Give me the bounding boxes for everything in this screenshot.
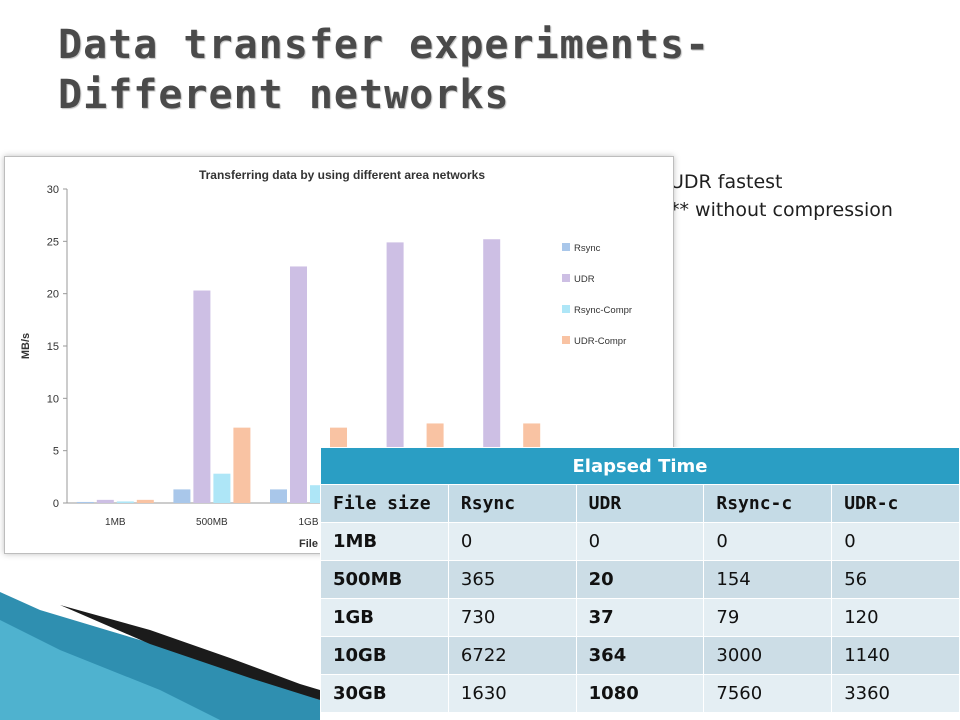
x-axis-label: File [299, 538, 318, 550]
decor-teal-wave-light [0, 620, 220, 720]
table-cell: 154 [703, 560, 833, 599]
table-cell: 365 [447, 560, 577, 599]
table-cell: 10GB [320, 636, 449, 675]
x-tick-label: 500MB [196, 517, 228, 528]
table-header-cell: UDR [575, 484, 705, 523]
chart-title: Transferring data by using different are… [199, 168, 485, 182]
legend-label: UDR [574, 274, 595, 285]
table-caption: Elapsed Time [320, 447, 960, 485]
y-tick-label: 15 [47, 341, 59, 353]
table-cell: 0 [447, 522, 577, 561]
table-header-row: File size Rsync UDR Rsync-c UDR-c [320, 484, 960, 523]
table-header-cell: UDR-c [831, 484, 960, 523]
table-cell: 7560 [703, 674, 833, 713]
slide-title: Data transfer experiments- Different net… [58, 20, 938, 120]
decor-dark-wave [60, 605, 320, 700]
bar [270, 489, 287, 503]
y-tick-label: 30 [47, 184, 59, 196]
bar [116, 501, 134, 503]
table-cell: 1GB [320, 598, 449, 637]
table-row: 30GB 1630 1080 7560 3360 [320, 674, 960, 713]
x-tick-label: 1GB [298, 517, 318, 528]
slide-title-line2: Different networks [58, 72, 510, 118]
table-cell: 1MB [320, 522, 449, 561]
legend-swatch [562, 305, 570, 313]
legend-swatch [562, 336, 570, 344]
y-tick-label: 25 [47, 236, 59, 248]
bar [290, 266, 307, 503]
bullet-item: UDR fastest [670, 171, 783, 193]
table-cell: 0 [831, 522, 960, 561]
bar [173, 489, 191, 503]
table-cell: 500MB [320, 560, 449, 599]
table-cell: 37 [575, 598, 705, 637]
table-cell: 0 [703, 522, 833, 561]
y-tick-label: 5 [53, 446, 59, 458]
table-cell: 0 [575, 522, 705, 561]
legend-label: Rsync-Compr [574, 305, 632, 316]
bar [193, 290, 211, 503]
table-header-cell: Rsync [447, 484, 577, 523]
table-cell: 1080 [575, 674, 705, 713]
table-cell: 20 [575, 560, 705, 599]
bar [483, 239, 501, 503]
table-cell: 1630 [447, 674, 577, 713]
table-cell: 364 [575, 636, 705, 675]
table-row: 1MB 0 0 0 0 [320, 522, 960, 561]
legend-swatch [562, 274, 570, 282]
y-tick-label: 20 [47, 289, 59, 301]
bar [213, 473, 231, 503]
table-cell: 1140 [831, 636, 960, 675]
legend-label: Rsync [574, 243, 601, 254]
bar [96, 499, 114, 503]
legend-label: UDR-Compr [574, 336, 626, 347]
bullet-item: ** without compression [670, 199, 893, 221]
bar [386, 242, 404, 503]
table-cell: 30GB [320, 674, 449, 713]
y-axis-label: MB/s [20, 333, 32, 359]
x-tick-label: 1MB [105, 517, 126, 528]
table-cell: 3360 [831, 674, 960, 713]
bar [233, 427, 251, 503]
table-cell: 79 [703, 598, 833, 637]
bar [136, 499, 154, 503]
table-cell: 120 [831, 598, 960, 637]
table-row: 1GB 730 37 79 120 [320, 598, 960, 637]
y-tick-label: 0 [53, 498, 59, 510]
table-row: 500MB 365 20 154 56 [320, 560, 960, 599]
table-cell: 730 [447, 598, 577, 637]
table-cell: 3000 [703, 636, 833, 675]
table-cell: 56 [831, 560, 960, 599]
table-header-cell: Rsync-c [703, 484, 833, 523]
bar [76, 501, 94, 503]
slide-title-line1: Data transfer experiments- [58, 22, 711, 68]
bullet-list: UDR fastest ** without compression [670, 168, 893, 224]
table-header-cell: File size [320, 484, 449, 523]
table-row: 10GB 6722 364 3000 1140 [320, 636, 960, 675]
y-tick-label: 10 [47, 393, 59, 405]
legend-swatch [562, 243, 570, 251]
table-cell: 6722 [447, 636, 577, 675]
elapsed-time-table: Elapsed Time File size Rsync UDR Rsync-c… [320, 447, 960, 713]
